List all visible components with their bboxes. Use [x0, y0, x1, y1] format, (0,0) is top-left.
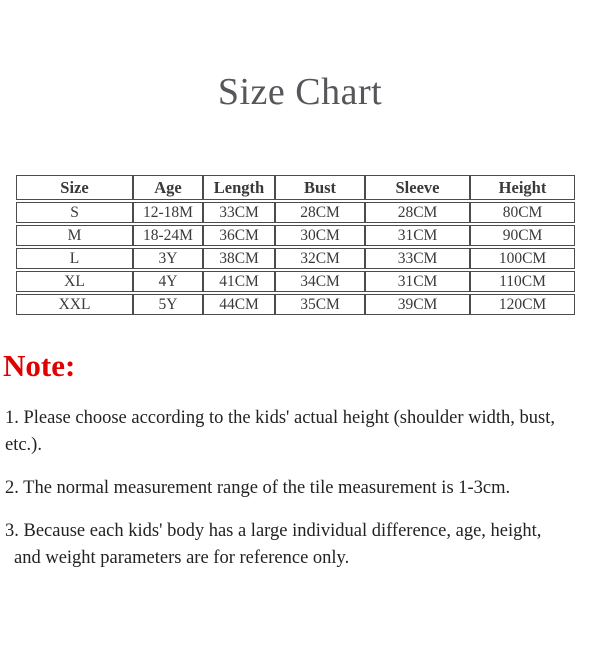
table-row-xxl: XXL 5Y 44CM 35CM 39CM 120CM — [16, 294, 575, 315]
notes-list: 1. Please choose according to the kids' … — [5, 405, 590, 572]
table-cell: 38CM — [203, 248, 275, 269]
col-header-height: Height — [470, 175, 575, 200]
table-row-xl: XL 4Y 41CM 34CM 31CM 110CM — [16, 271, 575, 292]
table-cell: 90CM — [470, 225, 575, 246]
size-chart-page: Size Chart Size Age Length Bust Sleeve H… — [0, 68, 600, 572]
table-cell: 18-24M — [133, 225, 203, 246]
table-cell: XL — [16, 271, 133, 292]
table-cell: 41CM — [203, 271, 275, 292]
table-cell: 28CM — [275, 202, 365, 223]
table-cell: 33CM — [365, 248, 470, 269]
page-title: Size Chart — [217, 71, 383, 113]
note-line: 3. Because each kids' body has a large i… — [5, 521, 542, 541]
size-chart-table: Size Age Length Bust Sleeve Height S 12-… — [16, 173, 575, 317]
table-cell: 44CM — [203, 294, 275, 315]
table-cell: XXL — [16, 294, 133, 315]
table-cell: 35CM — [275, 294, 365, 315]
col-header-size: Size — [16, 175, 133, 200]
table-row-l: L 3Y 38CM 32CM 33CM 100CM — [16, 248, 575, 269]
table-header-row: Size Age Length Bust Sleeve Height — [16, 175, 575, 200]
note-heading: Note: — [3, 348, 76, 383]
table-cell: 31CM — [365, 271, 470, 292]
table-cell: 80CM — [470, 202, 575, 223]
note-item-1: 1. Please choose according to the kids' … — [5, 405, 590, 459]
note-item-3: 3. Because each kids' body has a large i… — [5, 518, 590, 572]
col-header-sleeve: Sleeve — [365, 175, 470, 200]
table-cell: 31CM — [365, 225, 470, 246]
table-cell: 110CM — [470, 271, 575, 292]
note-line: 1. Please choose according to the kids' … — [5, 408, 555, 455]
table-cell: 33CM — [203, 202, 275, 223]
col-header-age: Age — [133, 175, 203, 200]
table-cell: 100CM — [470, 248, 575, 269]
table-cell: S — [16, 202, 133, 223]
table-cell: 39CM — [365, 294, 470, 315]
table-cell: 5Y — [133, 294, 203, 315]
table-cell: L — [16, 248, 133, 269]
table-row-m: M 18-24M 36CM 30CM 31CM 90CM — [16, 225, 575, 246]
col-header-bust: Bust — [275, 175, 365, 200]
table-cell: M — [16, 225, 133, 246]
table-cell: 4Y — [133, 271, 203, 292]
table-cell: 30CM — [275, 225, 365, 246]
table-row-s: S 12-18M 33CM 28CM 28CM 80CM — [16, 202, 575, 223]
table-cell: 3Y — [133, 248, 203, 269]
table-cell: 12-18M — [133, 202, 203, 223]
col-header-length: Length — [203, 175, 275, 200]
note-line: and weight parameters are for reference … — [14, 548, 350, 568]
table-cell: 28CM — [365, 202, 470, 223]
table-cell: 120CM — [470, 294, 575, 315]
table-cell: 32CM — [275, 248, 365, 269]
table-cell: 36CM — [203, 225, 275, 246]
note-line: 2. The normal measurement range of the t… — [5, 478, 511, 498]
note-item-2: 2. The normal measurement range of the t… — [5, 475, 590, 502]
table-cell: 34CM — [275, 271, 365, 292]
